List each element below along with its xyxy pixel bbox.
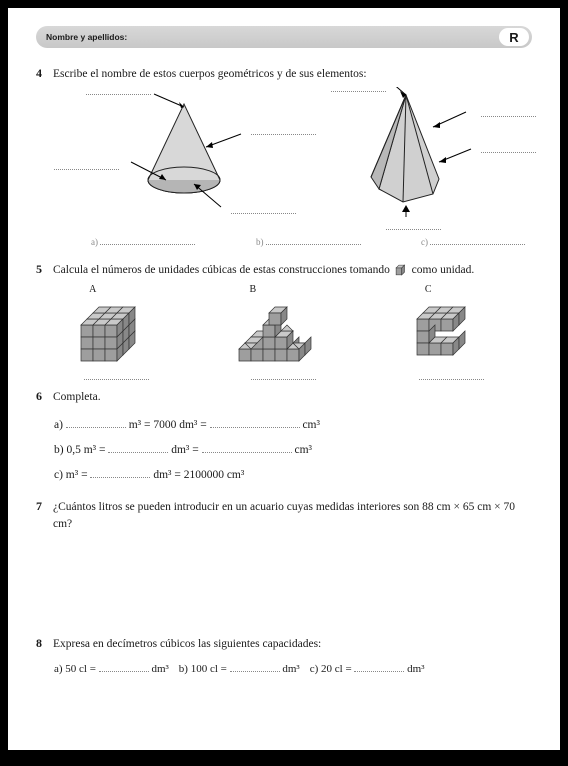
q4-blank[interactable] xyxy=(86,87,151,95)
construction-b: B xyxy=(231,284,336,383)
q4-blank[interactable] xyxy=(54,162,119,170)
q4-blank[interactable] xyxy=(481,109,536,117)
q4-number: 4 xyxy=(36,66,46,83)
blank[interactable] xyxy=(66,420,126,428)
blank[interactable] xyxy=(202,445,292,453)
q4-label-b: b) xyxy=(256,237,361,247)
q4-blank[interactable] xyxy=(481,145,536,153)
blank[interactable] xyxy=(210,420,300,428)
cone-figure xyxy=(116,92,276,212)
letter-c: C xyxy=(425,284,497,295)
name-bar: Nombre y apellidos: R xyxy=(36,26,532,48)
q8-answers: a) 50 cl = dm³ b) 100 cl = dm³ c) 20 cl … xyxy=(54,663,532,675)
q4-blank[interactable] xyxy=(386,222,441,230)
unit-cube-icon xyxy=(394,263,408,277)
q7-workspace[interactable] xyxy=(36,536,532,636)
q4-blank[interactable] xyxy=(251,127,316,135)
construction-a: A xyxy=(71,284,161,383)
question-5: 5 Calcula el números de unidades cúbicas… xyxy=(36,262,532,279)
q8-number: 8 xyxy=(36,636,46,653)
blank[interactable] xyxy=(230,664,280,672)
q6-number: 6 xyxy=(36,389,46,406)
blank[interactable] xyxy=(99,664,149,672)
question-7: 7 ¿Cuántos litros se pueden introducir e… xyxy=(36,499,532,532)
q7-number: 7 xyxy=(36,499,46,532)
q6-lines: a) m³ = 7000 dm³ = cm³ b) 0,5 m³ = dm³ =… xyxy=(54,414,532,487)
q8-b: b) 100 cl = dm³ xyxy=(179,663,300,675)
q4-label-c: c) xyxy=(421,237,525,247)
q4-text: Escribe el nombre de estos cuerpos geomé… xyxy=(53,66,367,83)
q8-a: a) 50 cl = dm³ xyxy=(54,663,169,675)
question-4: 4 Escribe el nombre de estos cuerpos geo… xyxy=(36,66,532,83)
q8-c: c) 20 cl = dm³ xyxy=(310,663,425,675)
letter-a: A xyxy=(89,284,161,295)
pyramid-figure xyxy=(351,87,491,217)
q5-answer-a[interactable] xyxy=(84,372,149,380)
q4-shapes: a) b) c) xyxy=(36,87,532,252)
q4-blank[interactable] xyxy=(331,84,386,92)
worksheet-page: Nombre y apellidos: R 4 Escribe el nombr… xyxy=(8,8,560,750)
blank[interactable] xyxy=(108,445,168,453)
question-6: 6 Completa. xyxy=(36,389,532,406)
level-badge: R xyxy=(499,28,529,46)
construction-c: C xyxy=(407,284,497,383)
q4-label-a: a) xyxy=(91,237,195,247)
q7-text: ¿Cuántos litros se pueden introducir en … xyxy=(53,499,532,532)
letter-b: B xyxy=(249,284,336,295)
q6-row-b: b) 0,5 m³ = dm³ = cm³ xyxy=(54,439,532,462)
name-bar-label: Nombre y apellidos: xyxy=(46,32,499,42)
q5-text: Calcula el números de unidades cúbicas d… xyxy=(53,262,474,279)
q6-row-c: c) m³ = dm³ = 2100000 cm³ xyxy=(54,464,532,487)
question-8: 8 Expresa en decímetros cúbicos las sigu… xyxy=(36,636,532,653)
blank[interactable] xyxy=(354,664,404,672)
q5-number: 5 xyxy=(36,262,46,279)
q8-text: Expresa en decímetros cúbicos las siguie… xyxy=(53,636,321,653)
blank[interactable] xyxy=(90,470,150,478)
q4-blank[interactable] xyxy=(231,206,296,214)
q5-answer-c[interactable] xyxy=(419,372,484,380)
q5-answer-b[interactable] xyxy=(251,372,316,380)
q6-text: Completa. xyxy=(53,389,101,406)
q5-constructions: A B xyxy=(36,284,532,383)
q6-row-a: a) m³ = 7000 dm³ = cm³ xyxy=(54,414,532,437)
